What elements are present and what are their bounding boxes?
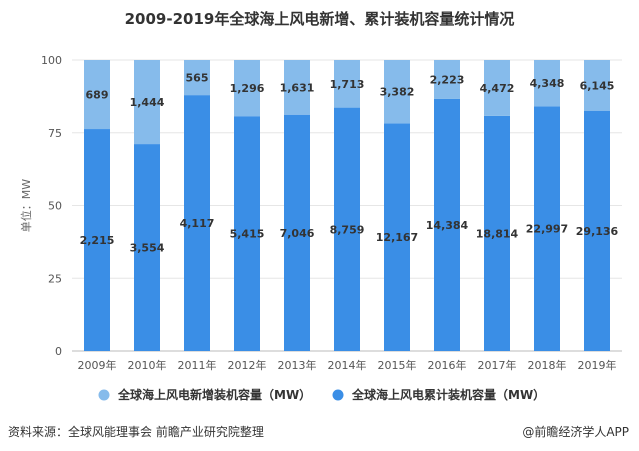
bar-cumulative <box>584 110 610 352</box>
data-label-cumulative: 4,117 <box>180 217 215 230</box>
data-label-new: 565 <box>186 72 209 85</box>
chart-title: 2009-2019年全球海上风电新增、累计装机容量统计情况 <box>124 10 515 28</box>
x-tick-label: 2016年 <box>428 358 467 372</box>
credit-note: @前瞻经济学人APP <box>522 425 629 439</box>
y-tick-label: 0 <box>55 345 62 358</box>
data-labels: 2,215 689 3,554 1,444 4,117 565 5,415 1,296 7,04… <box>80 72 619 255</box>
bar-cumulative <box>384 123 410 352</box>
x-tick-label: 2010年 <box>128 358 167 372</box>
data-label-cumulative: 8,759 <box>330 223 365 236</box>
data-label-cumulative: 5,415 <box>230 228 265 241</box>
data-label-cumulative: 3,554 <box>130 242 165 255</box>
bar-new <box>234 60 260 117</box>
bar-new <box>334 60 360 108</box>
data-label-cumulative: 2,215 <box>80 234 115 247</box>
data-label-cumulative: 29,136 <box>576 225 619 238</box>
x-tick-label: 2012年 <box>228 358 267 372</box>
bar-cumulative <box>484 115 510 352</box>
y-tick-label: 50 <box>48 200 62 213</box>
bar-cumulative <box>534 106 560 352</box>
axes: 0 25 50 75 100 单位：MW 2009年 2010年 2011年 2012年 2013年… <box>19 54 617 372</box>
x-tick-label: 2009年 <box>78 358 117 372</box>
bar-new <box>434 60 460 99</box>
bar-cumulative <box>134 144 160 351</box>
legend-item-new-label: 全球海上风电新增装机容量（MW） <box>117 387 311 402</box>
data-label-cumulative: 22,997 <box>526 223 568 236</box>
y-tick-label: 25 <box>48 272 62 285</box>
data-label-cumulative: 14,384 <box>426 219 469 232</box>
bar-cumulative <box>234 116 260 352</box>
bar-cumulative <box>284 114 310 351</box>
y-tick-label: 75 <box>48 127 62 140</box>
data-label-new: 6,145 <box>580 79 615 92</box>
bar-cumulative <box>334 107 360 352</box>
bar-new <box>534 60 560 107</box>
bar-new <box>184 60 210 96</box>
data-label-new: 1,713 <box>330 78 365 91</box>
x-tick-label: 2015年 <box>378 358 417 372</box>
x-tick-label: 2017年 <box>478 358 517 372</box>
x-tick-label: 2011年 <box>178 358 217 372</box>
x-tick-label: 2014年 <box>328 358 367 372</box>
data-label-cumulative: 12,167 <box>376 231 418 244</box>
bar-new <box>484 60 510 116</box>
bar-cumulative <box>84 129 110 351</box>
bar-new <box>584 60 610 111</box>
bar-new <box>384 60 410 124</box>
legend-item-cumulative-label: 全球海上风电累计装机容量（MW） <box>351 387 545 402</box>
y-axis-title: 单位：MW <box>19 179 33 232</box>
bar-cumulative <box>184 95 210 352</box>
data-label-new: 689 <box>86 89 109 102</box>
legend-item-new-marker <box>98 389 110 401</box>
bar-new <box>284 60 310 115</box>
data-label-new: 1,444 <box>130 96 165 109</box>
x-tick-label: 2013年 <box>278 358 317 372</box>
y-tick-label: 100 <box>41 54 62 67</box>
bars <box>84 60 610 352</box>
bar-new <box>84 60 110 130</box>
legend-item-cumulative-marker <box>332 389 344 401</box>
x-tick-label: 2019年 <box>578 358 617 372</box>
data-label-cumulative: 7,046 <box>280 227 315 240</box>
bar-cumulative <box>434 98 460 351</box>
data-label-new: 1,296 <box>230 82 265 95</box>
source-note: 资料来源：全球风能理事会 前瞻产业研究院整理 <box>8 425 264 439</box>
data-label-new: 4,472 <box>480 82 515 95</box>
data-label-new: 3,382 <box>380 86 415 99</box>
data-label-new: 1,631 <box>280 81 315 94</box>
data-label-new: 4,348 <box>530 77 565 90</box>
legend: 全球海上风电新增装机容量（MW） 全球海上风电累计装机容量（MW） <box>98 387 545 402</box>
bar-new <box>134 60 160 145</box>
data-label-new: 2,223 <box>430 73 465 86</box>
x-tick-label: 2018年 <box>528 358 567 372</box>
data-label-cumulative: 18,814 <box>476 227 519 240</box>
